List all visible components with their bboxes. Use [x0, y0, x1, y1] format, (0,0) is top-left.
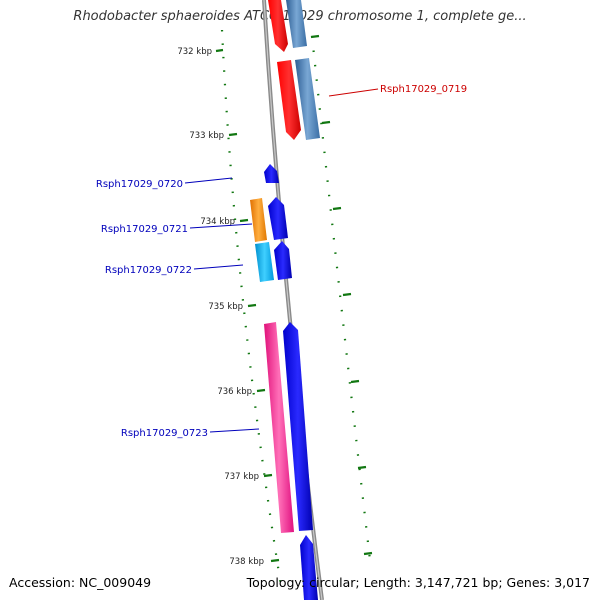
- gene-red-top[interactable]: [268, 0, 288, 52]
- gene-blue-bottom[interactable]: [300, 535, 318, 600]
- gene-label-0719[interactable]: Rsph17029_0719: [380, 84, 467, 95]
- outer-tick-3: [332, 206, 342, 211]
- outer-tick-2: [321, 120, 331, 125]
- leader-line-0721: [189, 223, 253, 229]
- tick-mark-736: [256, 388, 266, 393]
- gene-label-0722[interactable]: Rsph17029_0722: [105, 265, 192, 276]
- gene-rsph17029-0722-cyan[interactable]: [255, 242, 274, 282]
- gene-label-0723[interactable]: Rsph17029_0723: [121, 428, 208, 439]
- gene-rsph17029-0721-orange[interactable]: [250, 198, 267, 242]
- gene-rsph17029-0721-blue[interactable]: [268, 197, 288, 240]
- outer-dotted-track: [310, 35, 372, 561]
- major-ticks: [215, 34, 373, 563]
- tick-label-736: 736 kbp: [217, 387, 252, 397]
- tick-label-738: 738 kbp: [229, 557, 264, 567]
- outer-tick-4: [342, 292, 352, 297]
- tick-mark-737: [263, 473, 273, 478]
- accession-text: Accession: NC_009049: [9, 575, 152, 590]
- leader-line-0722: [193, 264, 244, 270]
- outer-tick-7: [363, 551, 373, 556]
- tick-mark-733: [228, 132, 238, 137]
- tick-mark-738: [270, 558, 280, 563]
- gene-rsph17029-0722-blue[interactable]: [274, 241, 292, 280]
- outer-tick-5: [350, 379, 360, 384]
- tick-mark-732: [215, 48, 224, 53]
- gene-rsph17029-0719-red[interactable]: [277, 60, 301, 140]
- leader-line-0720: [184, 177, 233, 184]
- gene-rsph17029-0720[interactable]: [264, 164, 279, 183]
- leader-line-0723: [209, 428, 260, 433]
- tick-label-735: 735 kbp: [208, 302, 243, 312]
- gene-rsph17029-0719-steelblue[interactable]: [295, 58, 320, 140]
- topology-summary: Topology: circular; Length: 3,147,721 bp…: [246, 575, 590, 590]
- tick-label-737: 737 kbp: [224, 472, 259, 482]
- gene-label-0721[interactable]: Rsph17029_0721: [101, 224, 188, 235]
- tick-label-732: 732 kbp: [177, 47, 212, 57]
- gene-label-0720[interactable]: Rsph17029_0720: [96, 179, 183, 190]
- tick-mark-734: [239, 218, 249, 223]
- gene-rsph17029-0723-blue[interactable]: [283, 322, 313, 531]
- gene-rsph17029-0723-pink[interactable]: [264, 322, 294, 533]
- outer-tick-1: [310, 34, 320, 39]
- outer-tick-6: [357, 465, 367, 470]
- gene-steelblue-top[interactable]: [286, 0, 307, 48]
- tick-label-733: 733 kbp: [189, 131, 224, 141]
- tick-mark-735: [247, 303, 257, 308]
- tick-label-734: 734 kbp: [200, 217, 235, 227]
- leader-line-0719: [328, 88, 379, 97]
